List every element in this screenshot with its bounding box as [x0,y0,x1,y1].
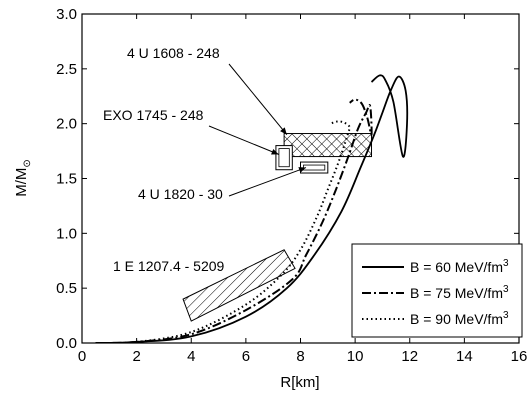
x-tick-label: 12 [401,348,418,365]
legend-label: B = 60 MeV/fm3 [410,258,509,275]
legend-label-sup: 3 [503,284,509,295]
annotation-label: 4 U 1820 - 30 [138,186,223,202]
x-tick-label: 4 [187,348,195,365]
legend-label: B = 90 MeV/fm3 [410,310,509,327]
legend: B = 60 MeV/fm3 B = 75 MeV/fm3 B = 90 MeV/f… [351,243,523,338]
region-1-e-1207-4-5209 [182,249,296,322]
region-4-u-1608-248 [283,133,373,158]
region-inner-exo-1745-248 [278,148,290,168]
annotation-label: 1 E 1207.4 - 5209 [113,258,225,274]
series-line-solid [95,74,409,343]
y-tick-label: 1.5 [56,171,77,188]
annotation-arrowhead [271,148,279,155]
y-tick-label: 3.0 [56,6,77,23]
x-tick-label: 2 [132,348,140,365]
y-axis-title-sub: ⊙ [22,159,33,167]
annotation-label: 4 U 1608 - 248 [127,45,220,61]
annotation-pointer [228,63,288,135]
y-tick-label: 2.5 [56,61,77,78]
y-tick-label: 1.0 [56,225,77,242]
annotation-pointer [228,167,307,197]
annotations: 4 U 1608 - 248 EXO 1745 - 248 4 U 1820 - 3… [103,45,307,274]
x-tick-label: 10 [347,348,364,365]
x-tick-label: 14 [456,348,473,365]
y-tick-label: 2.0 [56,116,77,133]
legend-label-sup: 3 [503,310,509,321]
series-line-dash-dot [95,98,373,343]
annotation-label: EXO 1745 - 248 [103,107,204,123]
y-axis-title: M/M⊙ [13,159,33,197]
annotation-arrowhead [298,167,306,173]
legend-label-sup: 3 [503,258,509,269]
region-exo-1745-248 [275,145,293,171]
y-tick-label: 0.5 [56,280,77,297]
curves [95,74,409,343]
legend-box [351,243,523,338]
x-tick-label: 16 [511,348,528,365]
x-axis-ticks: 0 2 4 6 8 10 12 14 16 [78,14,528,365]
annotation-pointer [208,125,279,155]
x-tick-label: 8 [296,348,304,365]
y-axis-ticks: 0.0 0.5 1.0 1.5 2.0 2.5 3.0 [56,6,519,352]
x-tick-label: 0 [78,348,86,365]
observation-regions [182,133,373,322]
annotation-arrowhead [280,127,287,135]
series-line-dotted [95,120,351,343]
legend-label: B = 75 MeV/fm3 [410,284,509,301]
y-tick-label: 0.0 [56,335,77,352]
x-tick-label: 6 [242,348,250,365]
x-axis-title: R[km] [280,374,319,391]
